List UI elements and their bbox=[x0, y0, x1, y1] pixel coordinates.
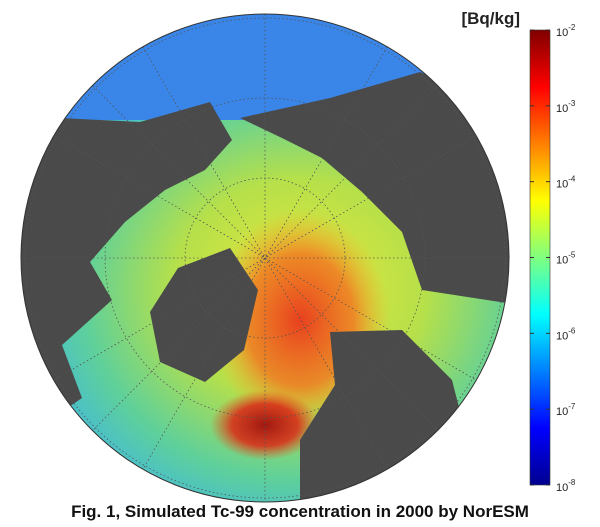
tick-base: 10 bbox=[556, 482, 568, 494]
tick-exponent: -4 bbox=[568, 175, 576, 184]
colorbar-ticks: 10-210-310-410-510-610-710-8 bbox=[530, 23, 576, 494]
tick-label: 10-4 bbox=[556, 175, 576, 191]
tick-label: 10-6 bbox=[556, 326, 576, 342]
caption: Fig. 1, Simulated Tc-99 concentration in… bbox=[71, 502, 529, 521]
tick-label: 10-5 bbox=[556, 251, 576, 267]
tick-base: 10 bbox=[556, 255, 568, 267]
globe-outline bbox=[20, 13, 510, 503]
tick-exponent: -7 bbox=[568, 402, 576, 411]
colorbar-title: [Bq/kg] bbox=[461, 9, 520, 28]
tick-label: 10-3 bbox=[556, 99, 576, 115]
tick-exponent: -6 bbox=[568, 326, 576, 335]
graticule bbox=[21, 14, 509, 502]
tick-exponent: -5 bbox=[568, 251, 576, 260]
tick-exponent: -3 bbox=[568, 99, 576, 108]
tick-label: 10-7 bbox=[556, 402, 576, 418]
tick-label: 10-2 bbox=[556, 23, 576, 39]
tick-exponent: -8 bbox=[568, 478, 576, 487]
tick-base: 10 bbox=[556, 179, 568, 191]
tick-label: 10-8 bbox=[556, 478, 576, 494]
highest-concentration bbox=[210, 390, 320, 460]
tick-base: 10 bbox=[556, 103, 568, 115]
tick-exponent: -2 bbox=[568, 23, 576, 32]
tick-base: 10 bbox=[556, 27, 568, 39]
tick-base: 10 bbox=[556, 406, 568, 418]
tick-base: 10 bbox=[556, 330, 568, 342]
